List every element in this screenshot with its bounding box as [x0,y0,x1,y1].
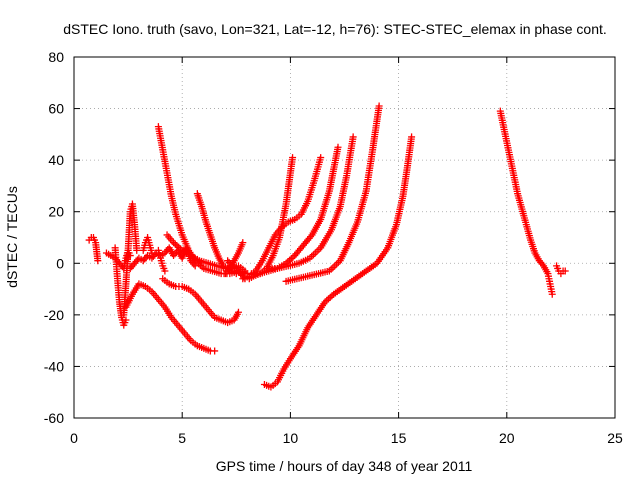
x-tick-label: 15 [391,430,407,446]
x-tick-label: 5 [178,430,186,446]
grid-lines [74,57,615,418]
data-point [122,316,130,324]
data-point [289,154,297,162]
data-point [133,246,141,254]
series-10 [159,275,242,327]
axis-ticks [73,56,616,419]
data-point [94,257,102,265]
y-tick-labels: -60 -40 -20 0 20 40 60 80 [44,49,64,426]
y-tick-label: 0 [56,255,64,271]
series-3 [111,244,130,329]
data-point [161,267,169,275]
data-point [241,267,249,275]
x-tick-label: 0 [70,430,78,446]
series-5 [126,249,165,272]
data-point [317,154,325,162]
x-tick-label: 20 [499,430,515,446]
x-tick-label: 25 [607,430,623,446]
x-tick-labels: 0 5 10 15 20 25 [70,430,623,446]
data-point [334,143,342,151]
plot-frame [73,56,616,419]
data-point [375,102,383,110]
series-21 [496,107,556,298]
data-point [211,347,219,355]
data-point [148,249,156,257]
x-tick-label: 10 [283,430,299,446]
y-tick-label: 40 [48,152,64,168]
series-9 [122,280,219,355]
series-16 [239,154,325,283]
y-tick-label: 60 [48,101,64,117]
chart-title: dSTEC Iono. truth (savo, Lon=321, Lat=-1… [63,21,607,37]
series-19 [282,102,383,285]
data-point [561,267,569,275]
series-20 [260,133,416,391]
x-axis-label: GPS time / hours of day 348 of year 2011 [216,458,473,474]
series-18 [263,133,357,272]
y-axis-label: dSTEC / TECUs [4,186,20,288]
series-15 [221,239,247,278]
series-1 [85,234,102,265]
y-tick-label: -60 [44,410,64,426]
y-tick-label: -40 [44,358,64,374]
data-point [548,290,556,298]
series-22 [553,262,569,278]
y-tick-label: 80 [48,49,64,65]
data-point [408,133,416,141]
series-6 [139,234,156,257]
y-tick-label: -20 [44,307,64,323]
data-point [349,133,357,141]
data-point [234,308,242,316]
data-point [239,239,247,247]
y-tick-label: 20 [48,204,64,220]
data-points [85,102,569,391]
series-4 [120,200,141,319]
